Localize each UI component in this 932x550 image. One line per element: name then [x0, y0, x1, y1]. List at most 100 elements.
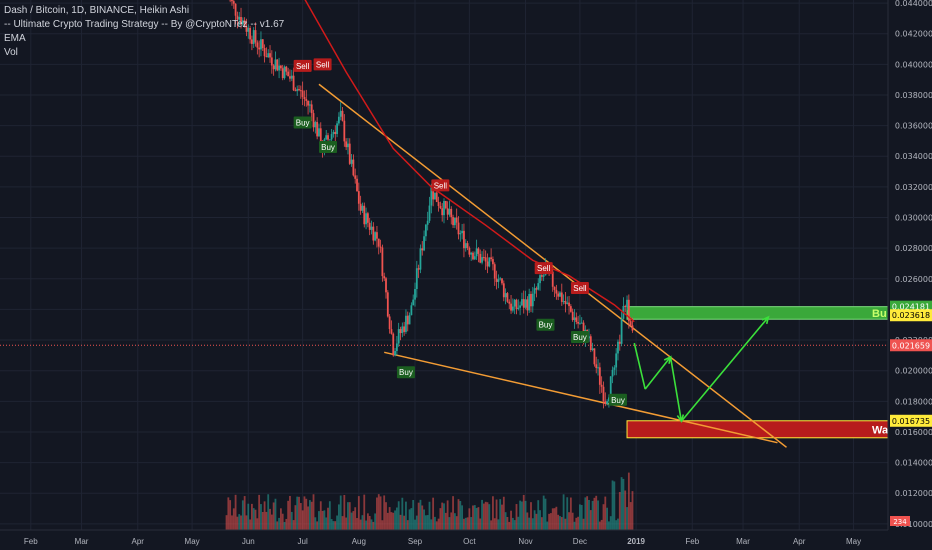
candle-body [386, 292, 389, 317]
volume-bar [263, 501, 266, 530]
wait-zone [626, 420, 889, 439]
candle-body [417, 268, 420, 270]
candle-body [606, 401, 609, 404]
candle-body [626, 299, 628, 307]
candle-body [299, 90, 302, 92]
price-label-text: 0.024181 [892, 303, 930, 312]
volume-bar [379, 496, 382, 530]
candle-body [593, 348, 596, 365]
time-axis[interactable]: Feb Mar Apr May Jun Jul Aug Sep Oct Nov Dec 2019 Feb… [0, 529, 888, 546]
candle-body [354, 175, 357, 179]
volume-bar [519, 500, 522, 530]
volume-bar [604, 496, 607, 530]
volume-bar [377, 494, 380, 530]
candle-body [455, 217, 458, 223]
candle-body [276, 59, 279, 71]
volume-bar [394, 510, 396, 530]
candle-body [562, 301, 565, 303]
candle-body [245, 26, 248, 32]
volume-bar [481, 499, 483, 530]
candle-body [443, 200, 445, 216]
volume-bar [405, 501, 407, 530]
volume-bar [368, 515, 371, 530]
price-zones: Bu Wa [0, 306, 889, 439]
forecast-arrow-head [761, 315, 770, 325]
x-tick-label: Apr [132, 537, 145, 546]
candle-body [316, 122, 319, 137]
x-tick-label: Sep [408, 537, 423, 546]
volume-bar [437, 518, 440, 530]
candle-body [283, 66, 286, 79]
forecast-arrow-segment [644, 356, 672, 390]
price-axis[interactable]: 0.044000 0.042000 0.040000 0.038000 0.036000… [887, 0, 932, 530]
volume-bar [341, 516, 344, 530]
candle-body [405, 315, 407, 332]
candle-body [564, 301, 567, 304]
candle-body [392, 333, 395, 356]
volume-bar [337, 504, 340, 530]
volume-bar [325, 517, 328, 530]
y-tick-label: 0.042000 [895, 30, 932, 39]
volume-bar [363, 494, 366, 530]
volume-bar [591, 500, 594, 530]
candle-body [501, 278, 503, 284]
forecast-arrows [633, 315, 770, 424]
volume-bar [479, 518, 482, 530]
candle-body [330, 134, 333, 140]
candle-body [363, 205, 366, 225]
volume-bar [542, 495, 545, 530]
volume-bar [508, 521, 511, 530]
candle-body [348, 143, 351, 164]
volume-bar [283, 521, 286, 530]
candle-body [522, 299, 525, 308]
volume-bar [463, 518, 465, 530]
y-tick-label: 0.044000 [895, 0, 932, 8]
volume-bar [285, 518, 288, 530]
candle-body [566, 302, 569, 304]
y-tick-label: 0.030000 [895, 214, 932, 223]
candle-body [573, 317, 576, 321]
volume-bar [397, 501, 400, 530]
volume-bar [589, 510, 592, 530]
x-tick-label: Oct [463, 537, 476, 546]
candle-body [376, 232, 378, 239]
candle-body [551, 271, 554, 287]
candle-body [345, 141, 348, 148]
volume-bar [399, 514, 402, 530]
volume-bar [550, 513, 552, 530]
volume-bar [472, 505, 474, 530]
volume-bar [278, 517, 280, 530]
volume-bar [270, 514, 273, 530]
volume-bar [535, 513, 538, 530]
y-tick-label: 0.018000 [895, 397, 932, 406]
volume-bar [631, 491, 634, 530]
volume-bar [586, 496, 589, 530]
volume-bar [298, 496, 300, 530]
signal-label: Sell [434, 181, 448, 190]
candle-body [357, 191, 360, 204]
volume-bar [366, 513, 369, 530]
price-label-text: 0.023618 [892, 311, 930, 320]
candle-body [328, 139, 331, 141]
volume-bar [252, 508, 255, 530]
volume-bar [531, 518, 534, 530]
candle-body [408, 315, 411, 325]
volume-bar [627, 472, 630, 530]
volume-bar [251, 503, 253, 530]
volume-bar [319, 501, 322, 530]
candle-body [289, 76, 291, 79]
candle-body [243, 20, 246, 27]
candle-body [263, 48, 266, 57]
candle-body [332, 131, 335, 135]
candle-body [426, 220, 429, 225]
candle-body [517, 307, 520, 309]
candle-body [508, 301, 511, 304]
candle-body [582, 322, 585, 339]
candle-body [452, 217, 454, 226]
y-tick-label: 0.040000 [895, 60, 932, 69]
volume-bar [261, 511, 264, 530]
volume-bar [385, 502, 387, 530]
volume-bar [357, 496, 360, 530]
volume-bar [234, 494, 237, 530]
